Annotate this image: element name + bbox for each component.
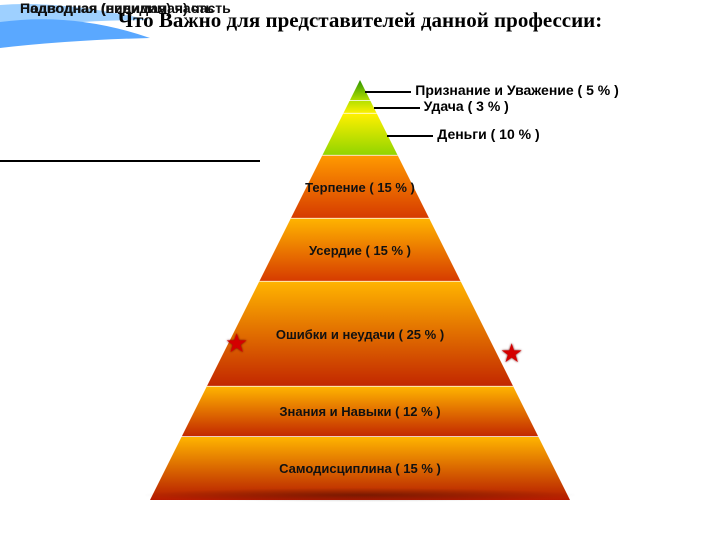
pyramid-layer-label: Знания и Навыки ( 12 % ) xyxy=(150,404,570,419)
hidden-part-label: Подводная (невидимая) часть xyxy=(20,0,231,16)
star-icon: ★ xyxy=(500,338,523,369)
callout-leader xyxy=(387,135,433,137)
star-icon: ★ xyxy=(225,328,248,359)
pyramid-layer xyxy=(343,101,377,114)
pyramid-callout: Деньги ( 10 % ) xyxy=(437,126,539,142)
pyramid-svg xyxy=(150,80,570,500)
pyramid-callout: Признание и Уважение ( 5 % ) xyxy=(415,82,619,98)
pyramid-chart xyxy=(150,80,570,500)
pyramid-layer-label: Самодисциплина ( 15 % ) xyxy=(150,461,570,476)
pyramid-layer-label: Терпение ( 15 % ) xyxy=(150,180,570,195)
callout-leader xyxy=(374,107,420,109)
pyramid-layer-label: Усердие ( 15 % ) xyxy=(150,243,570,258)
pyramid-shadow xyxy=(145,488,575,502)
callout-leader xyxy=(365,91,411,93)
slide: Что Важно для представителей данной проф… xyxy=(0,0,720,540)
pyramid-callout: Удача ( 3 % ) xyxy=(424,98,509,114)
